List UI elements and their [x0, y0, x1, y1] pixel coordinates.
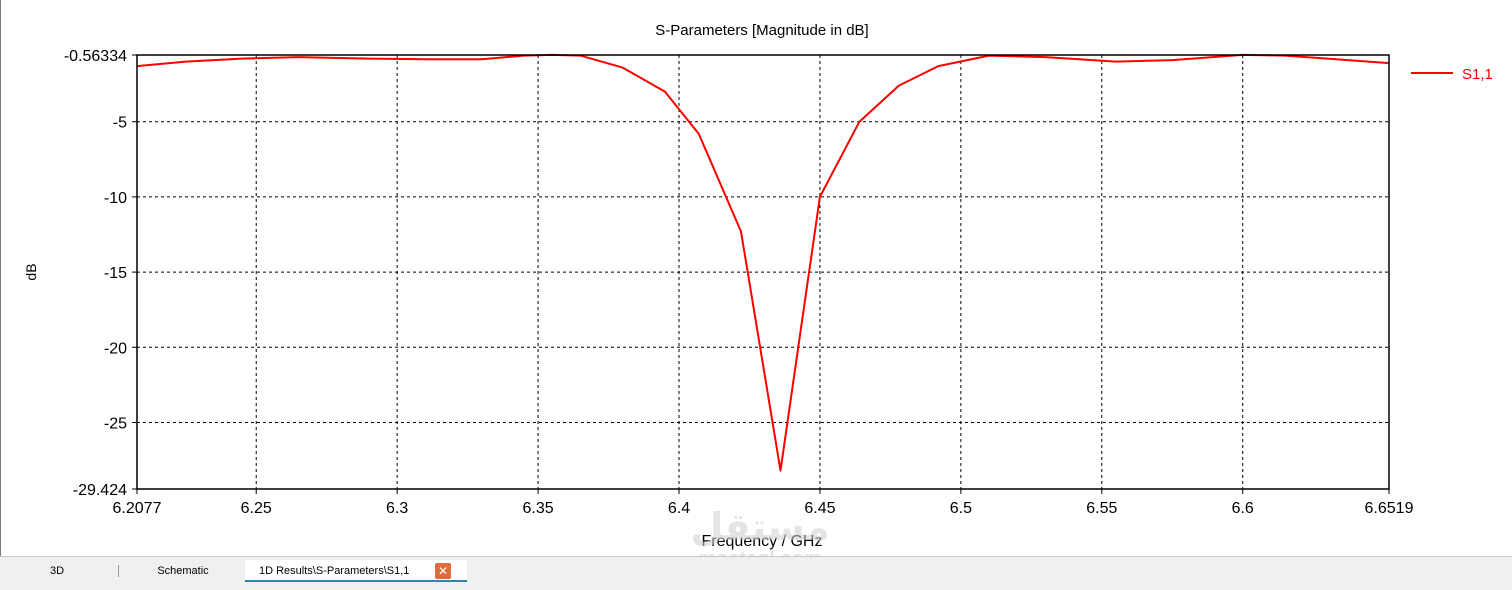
tab-schematic[interactable]: Schematic — [157, 565, 209, 577]
chart-title: S-Parameters [Magnitude in dB] — [655, 22, 868, 39]
y-tick-label: -20 — [104, 340, 127, 357]
x-tick-label: 6.6 — [1232, 500, 1254, 517]
plot-area-border — [136, 54, 1390, 490]
x-tick-label: 6.35 — [523, 500, 554, 517]
legend[interactable]: S1,1 — [1411, 66, 1493, 83]
y-tick-label: -5 — [113, 115, 127, 132]
grid — [132, 54, 1390, 494]
y-tick-label: -25 — [104, 415, 127, 432]
window-frame — [0, 0, 1, 556]
tick-labels: 6.2077 6.25 6.3 6.35 6.4 6.45 6.5 6.55 6.6 6.6519… — [64, 48, 1414, 517]
legend-label: S1,1 — [1462, 66, 1493, 83]
x-tick-label: 6.25 — [241, 500, 272, 517]
tab-separator — [118, 565, 119, 577]
tab-3d[interactable]: 3D — [49, 565, 65, 577]
tab-results-label: 1D Results\S-Parameters\S1,1 — [259, 565, 410, 577]
y-tick-label: -0.56334 — [64, 48, 127, 65]
close-tab-icon[interactable]: ✕ — [435, 563, 451, 579]
x-tick-label: 6.2077 — [113, 500, 162, 517]
x-tick-label: 6.3 — [386, 500, 408, 517]
x-tick-label: 6.55 — [1086, 500, 1117, 517]
x-tick-label: 6.4 — [668, 500, 690, 517]
series-layer — [136, 53, 1390, 472]
y-tick-label: -15 — [104, 265, 127, 282]
x-tick-label: 6.5 — [950, 500, 972, 517]
s-parameters-chart: S-Parameters [Magnitude in dB] dB Freque… — [23, 22, 1493, 550]
x-tick-label: 6.45 — [804, 500, 835, 517]
x-tick-label: 6.6519 — [1365, 500, 1414, 517]
y-tick-label: -10 — [104, 190, 127, 207]
document-tab-bar: 3D Schematic 1D Results\S-Parameters\S1,… — [0, 556, 1512, 590]
y-tick-label: -29.424 — [73, 482, 127, 499]
tab-1d-results-s11[interactable]: 1D Results\S-Parameters\S1,1 ✕ — [245, 560, 467, 582]
x-axis-label: Frequency / GHz — [702, 533, 823, 550]
y-axis-label: dB — [23, 263, 39, 280]
series-line-s11 — [136, 53, 1390, 472]
